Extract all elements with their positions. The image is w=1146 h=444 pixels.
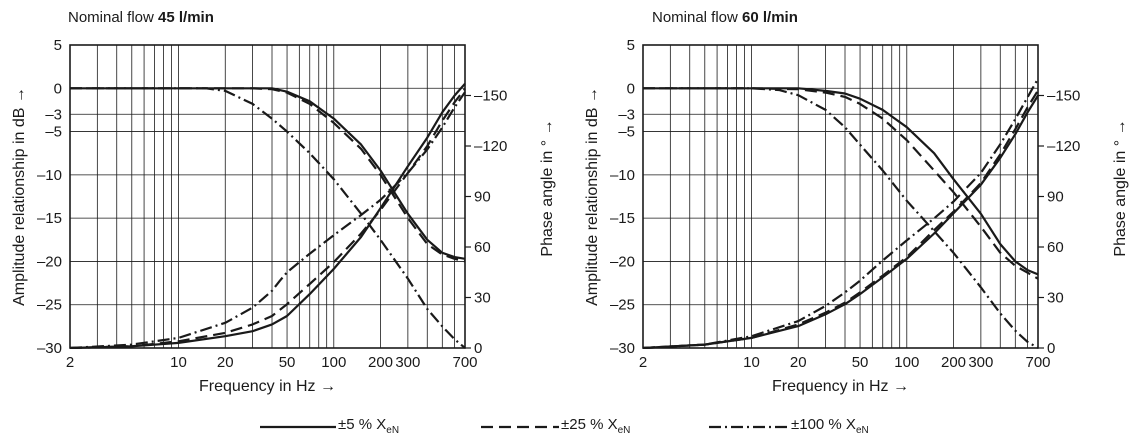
- legend-item-100pct: ±100 % XeN: [707, 414, 907, 440]
- y2-tick-label: 30: [1047, 290, 1064, 307]
- y2-axis-label: Phase angle in ° →: [1112, 119, 1129, 256]
- legend-line-solid: [258, 414, 338, 440]
- y2-tick-label: –120: [1047, 138, 1080, 155]
- y-tick-label: –10: [37, 167, 62, 184]
- y-axis-label: Amplitude relationship in dB →: [11, 87, 28, 306]
- legend-line-dashdot: [707, 414, 791, 440]
- y-tick-label: –3: [45, 106, 62, 123]
- grid: [643, 45, 1038, 348]
- y-tick-label: –25: [37, 297, 62, 314]
- y-tick-label: –15: [610, 210, 635, 227]
- y2-tick-label: 60: [1047, 239, 1064, 256]
- x-tick-label: 300: [395, 354, 420, 371]
- chart-panel-60: Nominal flow 60 l/min 5 0 –3 –5 –10 –15 –20 –25…: [573, 0, 1146, 410]
- plot-frame: [643, 45, 1038, 348]
- legend-item-5pct: ±5 % XeN: [258, 414, 428, 440]
- x-tick-label: 700: [452, 354, 477, 371]
- x-tick-label: 300: [968, 354, 993, 371]
- chart-panel-45: Nominal flow 45 l/min 5 0 –3 –5 –10 –15 –20 –25…: [0, 0, 573, 410]
- series-phase-solid: [643, 96, 1038, 349]
- y2-tick-label: 60: [474, 239, 491, 256]
- y-tick-label: –20: [610, 253, 635, 270]
- y-tick-label: –5: [618, 124, 635, 141]
- y-tick-label: –15: [37, 210, 62, 227]
- y-tick-label: –10: [610, 167, 635, 184]
- y2-tick-label: 90: [1047, 189, 1064, 206]
- x-tick-label: 200: [941, 354, 966, 371]
- series-phase-dashdot: [70, 92, 465, 348]
- grid: [70, 45, 465, 348]
- x-tick-label: 100: [321, 354, 346, 371]
- y-tick-label: 0: [627, 80, 635, 97]
- y2-tick-label: 90: [474, 189, 491, 206]
- legend-line-dashed: [479, 414, 561, 440]
- legend-label-25pct: ±25 % XeN: [561, 416, 630, 436]
- y-tick-label: –3: [618, 106, 635, 123]
- series-group: [70, 84, 465, 348]
- x-tick-label: 100: [894, 354, 919, 371]
- y2-tick-label: –150: [474, 88, 507, 105]
- series-phase-dashed: [643, 90, 1038, 348]
- legend-label-5pct: ±5 % XeN: [338, 416, 399, 436]
- y2-tick-label: –120: [474, 138, 507, 155]
- y2-axis-label: Phase angle in ° →: [539, 119, 556, 256]
- series-group: [643, 79, 1038, 348]
- x-axis-label: Frequency in Hz →: [199, 378, 336, 395]
- y-tick-label: –30: [37, 340, 62, 357]
- x-tick-label: 200: [368, 354, 393, 371]
- legend-item-25pct: ±25 % XeN: [479, 414, 659, 440]
- y-tick-label: –5: [45, 124, 62, 141]
- y2-tick-label: –150: [1047, 88, 1080, 105]
- legend: ±5 % XeN ±25 % XeN ±100 % XeN: [0, 412, 1146, 444]
- y-axis-label: Amplitude relationship in dB →: [584, 87, 601, 306]
- y-tick-label: 5: [627, 37, 635, 54]
- x-tick-label: 700: [1025, 354, 1050, 371]
- x-tick-label: 10: [743, 354, 760, 371]
- y2-tick-label: 30: [474, 290, 491, 307]
- y-tick-label: 0: [54, 80, 62, 97]
- series-phase-solid: [70, 84, 465, 348]
- plot-frame: [70, 45, 465, 348]
- series-amplitude-solid: [643, 88, 1038, 274]
- y-tick-label: –20: [37, 253, 62, 270]
- x-tick-label: 50: [852, 354, 869, 371]
- y-tick-label: 5: [54, 37, 62, 54]
- x-tick-label: 2: [639, 354, 647, 371]
- x-tick-label: 20: [790, 354, 807, 371]
- x-tick-label: 50: [279, 354, 296, 371]
- series-amplitude-dashed: [643, 88, 1038, 278]
- x-tick-label: 2: [66, 354, 74, 371]
- y-tick-label: –30: [610, 340, 635, 357]
- x-tick-label: 10: [170, 354, 187, 371]
- x-axis-label: Frequency in Hz →: [772, 378, 909, 395]
- legend-label-100pct: ±100 % XeN: [791, 416, 869, 436]
- x-tick-label: 20: [217, 354, 234, 371]
- y-tick-label: –25: [610, 297, 635, 314]
